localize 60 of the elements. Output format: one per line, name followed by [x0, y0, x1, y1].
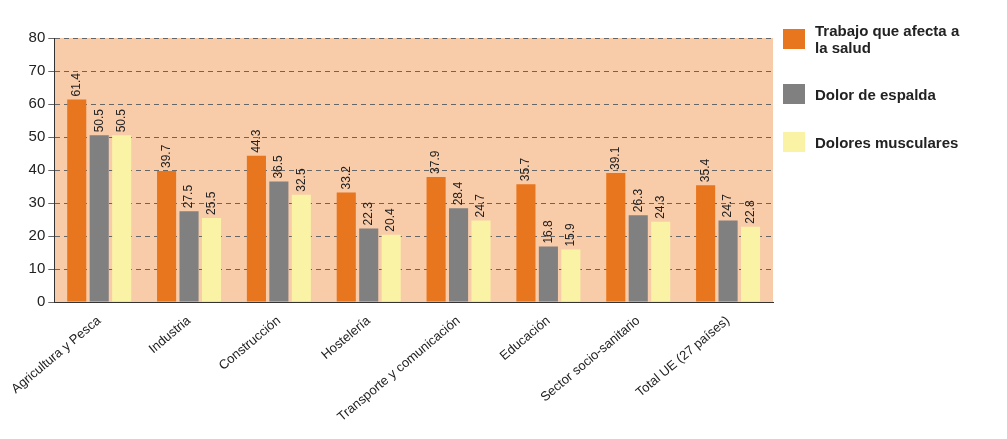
data-label: 50.5: [91, 108, 106, 133]
data-label: 36.5: [271, 154, 286, 179]
bar: [201, 217, 222, 302]
bar: [426, 176, 446, 302]
bar: [471, 220, 491, 302]
data-label: 16.8: [540, 219, 555, 244]
bar: [112, 135, 132, 302]
bar: [718, 220, 738, 302]
bar: [269, 181, 289, 302]
bar: [538, 246, 558, 302]
y-tick-label: 60: [28, 94, 46, 112]
data-label: 25.5: [203, 191, 218, 215]
y-tick-label: 40: [28, 160, 46, 178]
y-tick-label: 70: [28, 61, 46, 79]
bar: [449, 208, 469, 302]
legend-label: Trabajo que afecta a la salud: [815, 22, 961, 56]
data-label: 27.5: [181, 184, 196, 209]
data-label: 39.7: [158, 144, 173, 169]
data-label: 24.7: [473, 193, 488, 218]
bar: [246, 155, 266, 302]
data-label: 24.7: [720, 193, 735, 218]
data-label: 33.2: [338, 165, 353, 190]
data-label: 22.3: [361, 201, 376, 226]
bar: [89, 135, 109, 302]
data-label: 22.8: [742, 200, 757, 224]
data-label: 24.3: [653, 195, 668, 219]
data-label: 26.3: [630, 188, 645, 213]
y-tick-label: 80: [28, 28, 46, 46]
data-label: 61.4: [69, 72, 84, 97]
data-label: 50.5: [113, 108, 128, 133]
bar: [651, 221, 671, 302]
bar: [696, 185, 716, 302]
y-tick-label: 0: [36, 292, 46, 310]
y-tick-label: 50: [28, 127, 46, 145]
legend-label: Dolores musculares: [815, 133, 959, 151]
data-label: 44.3: [248, 129, 263, 153]
data-label: 15.9: [563, 222, 578, 247]
y-tick-label: 20: [28, 226, 46, 244]
bar: [157, 171, 177, 302]
bar: [516, 184, 536, 302]
data-label: 28.4: [450, 181, 465, 206]
bar: [67, 99, 87, 302]
data-label: 37.9: [428, 150, 443, 174]
data-label: 35.7: [518, 157, 533, 182]
data-label: 35.4: [697, 158, 712, 183]
bar: [628, 215, 648, 302]
bar: [741, 226, 761, 302]
bar: [336, 192, 356, 302]
bar: [179, 211, 199, 302]
bar: [381, 234, 401, 302]
data-label: 20.4: [383, 208, 398, 232]
bar: [561, 249, 581, 302]
data-label: 39.1: [608, 146, 623, 170]
bar: [291, 194, 311, 302]
y-tick-label: 10: [28, 259, 46, 277]
data-label: 32.5: [293, 168, 308, 192]
y-tick-label: 30: [28, 193, 46, 211]
bar: [606, 172, 626, 302]
bar: [359, 228, 379, 302]
legend-label: Dolor de espalda: [815, 85, 936, 103]
